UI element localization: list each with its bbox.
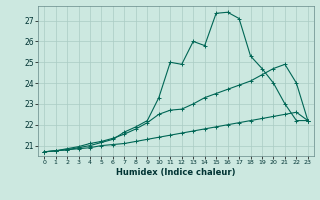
X-axis label: Humidex (Indice chaleur): Humidex (Indice chaleur) (116, 168, 236, 177)
